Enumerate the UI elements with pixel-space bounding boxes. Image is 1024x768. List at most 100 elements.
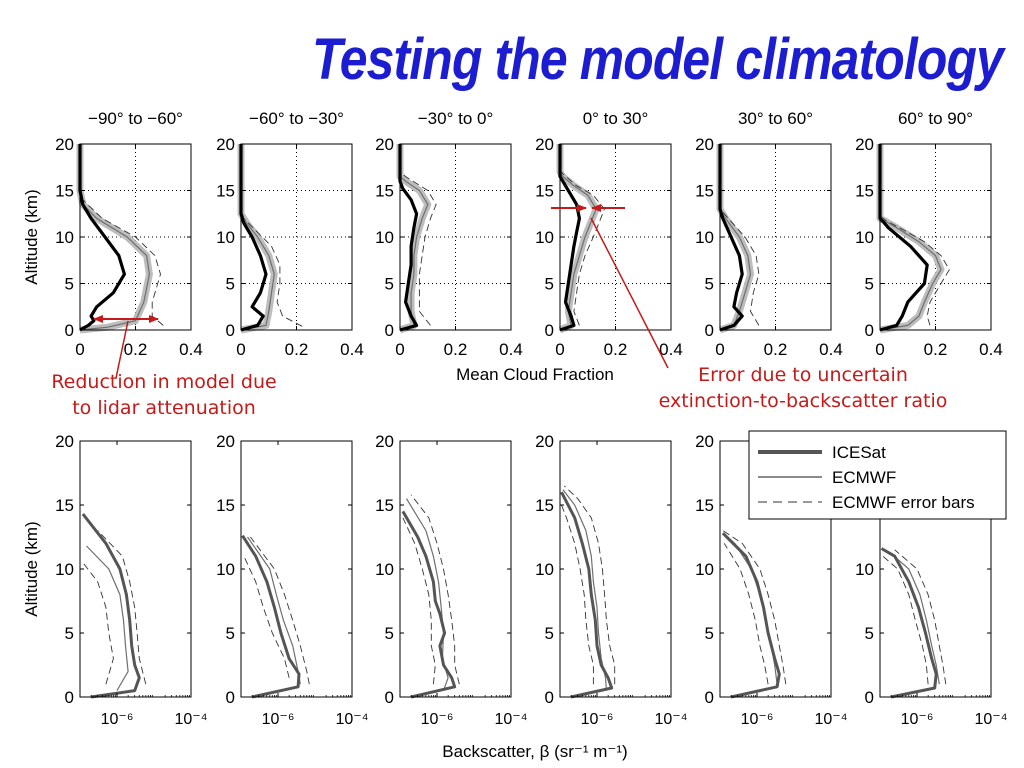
panel-title: 30° to 60°	[738, 109, 813, 128]
y-tick-label: 20	[216, 432, 235, 451]
y-tick-label: 20	[375, 135, 394, 154]
panel-3: 0 5 10 15 20 10⁻⁶ 10⁻⁴	[375, 432, 528, 728]
x-axis-label: Mean Cloud Fraction	[456, 365, 614, 384]
y-tick-label: 0	[226, 321, 235, 340]
icesat-line	[718, 144, 744, 332]
ecmwf-error-line	[250, 536, 310, 685]
annotation-right-line-2: extinction-to-backscatter ratio	[658, 390, 948, 412]
legend-entry: ECMWF	[832, 468, 896, 487]
annotation-right-line-1: Error due to uncertain	[698, 364, 908, 386]
legend: ICESat ECMWF ECMWF error bars	[748, 430, 1007, 520]
y-tick-label: 15	[375, 182, 394, 201]
y-tick-label: 10	[216, 560, 235, 579]
y-tick-label: 0	[545, 321, 554, 340]
x-tick-label: 10⁻⁴	[174, 711, 207, 728]
ecmwf-error-line	[243, 556, 290, 678]
y-tick-label: 15	[216, 496, 235, 515]
annotation-left: Reduction in model due to lidar attenuat…	[14, 369, 314, 421]
icesat-line	[880, 547, 938, 699]
x-tick-label: 10⁻⁶	[741, 711, 774, 728]
y-tick-label: 20	[855, 135, 874, 154]
x-tick-label: 0.2	[444, 340, 468, 359]
x-tick-label: 0	[715, 340, 724, 359]
y-tick-label: 0	[226, 688, 235, 707]
ecmwf-error-line	[722, 530, 787, 685]
annotation-left-line-1: Reduction in model due	[51, 371, 277, 393]
y-tick-label: 20	[375, 432, 394, 451]
arrow-leader	[115, 320, 129, 379]
x-tick-label: 0.2	[924, 340, 948, 359]
y-tick-label: 15	[695, 496, 714, 515]
legend-entry: ECMWF error bars	[832, 493, 975, 512]
x-tick-label: 10⁻⁴	[654, 711, 687, 728]
ecmwf-line	[879, 144, 942, 331]
x-tick-label: 0	[75, 340, 84, 359]
y-tick-label: 10	[375, 560, 394, 579]
panel-2: 0 5 10 15 20 10⁻⁶ 10⁻⁴	[216, 432, 369, 728]
ecmwf-error-line	[410, 494, 460, 685]
icesat-line	[560, 491, 614, 699]
y-axis-label: Altitude (km)	[22, 189, 41, 284]
y-tick-label: 10	[55, 228, 74, 247]
plot-area	[80, 441, 191, 697]
x-tick-label: 10⁻⁴	[974, 711, 1007, 728]
panel-title: 60° to 90°	[898, 109, 973, 128]
x-tick-label: 0.2	[285, 340, 309, 359]
y-tick-label: 10	[375, 228, 394, 247]
y-tick-label: 5	[545, 275, 554, 294]
x-tick-label: 10⁻⁶	[421, 711, 454, 728]
ecmwf-error-line	[240, 208, 303, 327]
y-tick-label: 5	[705, 624, 714, 643]
icesat-line	[81, 513, 141, 699]
ecmwf-error-line	[399, 171, 437, 326]
x-tick-label: 0.2	[124, 340, 148, 359]
y-tick-label: 10	[55, 560, 74, 579]
x-tick-label: 10⁻⁶	[101, 711, 134, 728]
icesat-line	[401, 510, 457, 699]
x-tick-label: 10⁻⁴	[814, 711, 847, 728]
y-tick-label: 5	[385, 624, 394, 643]
panel-2: 0 5 10 15 20 0 0.2 0.4 −60° to −30°	[216, 109, 364, 359]
y-tick-label: 15	[535, 182, 554, 201]
y-tick-label: 10	[535, 228, 554, 247]
x-tick-label: 0.2	[764, 340, 788, 359]
x-tick-label: 0	[555, 340, 564, 359]
plot-area	[560, 441, 671, 697]
panel-title: −30° to 0°	[418, 109, 494, 128]
y-tick-label: 15	[55, 182, 74, 201]
y-tick-label: 10	[695, 228, 714, 247]
cloud-fraction-chart: 0 5 10 15 20 0 0.2 0.4 −90° to −60° 0 5 10 15 20 0 0.2 0…	[22, 109, 1003, 384]
y-axis-label: Altitude (km)	[22, 521, 41, 616]
y-tick-label: 0	[865, 688, 874, 707]
y-tick-label: 5	[865, 624, 874, 643]
y-tick-label: 0	[385, 321, 394, 340]
x-tick-label: 0.4	[340, 340, 364, 359]
x-tick-label: 0.4	[979, 340, 1003, 359]
y-tick-label: 0	[65, 321, 74, 340]
y-tick-label: 10	[855, 560, 874, 579]
y-tick-label: 20	[535, 432, 554, 451]
panel-4: 0 5 10 15 20 0 0.2 0.4 0° to 30°	[535, 109, 683, 359]
ecmwf-error-line	[82, 562, 114, 685]
y-tick-label: 20	[216, 135, 235, 154]
x-tick-label: 0.4	[499, 340, 523, 359]
y-tick-label: 5	[65, 624, 74, 643]
ecmwf-error-line	[97, 530, 147, 685]
y-tick-label: 5	[226, 624, 235, 643]
slide-title: Testing the model climatology	[312, 27, 1004, 92]
annotation-left-line-2: to lidar attenuation	[72, 397, 256, 419]
x-tick-label: 0.2	[604, 340, 628, 359]
legend-entry: ICESat	[832, 443, 886, 462]
ecmwf-error-line	[719, 208, 760, 326]
legend-box	[748, 430, 1007, 520]
y-tick-label: 0	[705, 688, 714, 707]
y-tick-label: 5	[385, 275, 394, 294]
x-tick-label: 0	[875, 340, 884, 359]
y-tick-label: 20	[55, 135, 74, 154]
y-tick-label: 10	[855, 228, 874, 247]
ecmwf-error-line	[879, 215, 950, 326]
panel-title: −90° to −60°	[88, 109, 183, 128]
y-tick-label: 10	[535, 560, 554, 579]
y-tick-label: 15	[216, 182, 235, 201]
